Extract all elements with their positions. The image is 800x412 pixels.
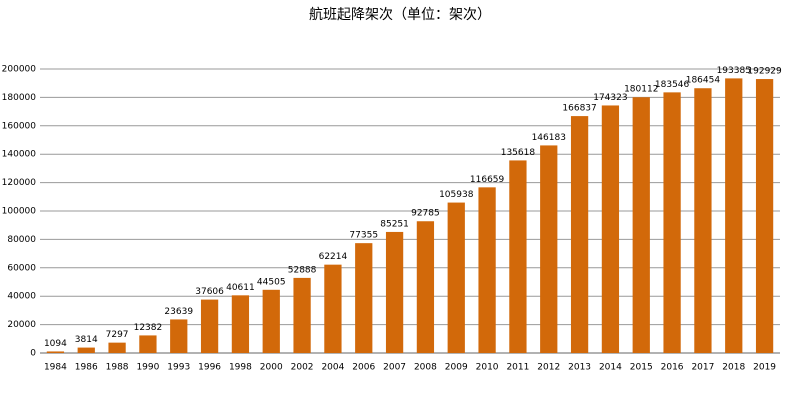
value-label: 146183 xyxy=(532,133,566,143)
x-tick-label: 1988 xyxy=(106,363,129,373)
value-label: 193385 xyxy=(717,66,751,76)
y-tick-label: 160000 xyxy=(2,121,37,131)
bar xyxy=(293,277,311,353)
bar xyxy=(324,264,342,353)
x-tick-label: 2006 xyxy=(352,363,375,373)
x-tick-label: 2013 xyxy=(568,363,591,373)
bar xyxy=(694,88,712,353)
value-label: 105938 xyxy=(439,190,474,200)
x-tick-label: 1993 xyxy=(167,363,190,373)
y-tick-label: 80000 xyxy=(7,235,36,245)
y-tick-label: 200000 xyxy=(2,65,37,75)
value-label: 12382 xyxy=(134,323,163,333)
x-tick-label: 2011 xyxy=(506,363,529,373)
value-label: 85251 xyxy=(380,219,409,229)
x-tick-label: 2016 xyxy=(661,363,684,373)
x-tick-label: 2007 xyxy=(383,363,406,373)
bar xyxy=(478,187,496,353)
y-tick-label: 0 xyxy=(30,349,36,359)
x-tick-label: 2019 xyxy=(753,363,776,373)
y-tick-label: 120000 xyxy=(2,178,37,188)
bar xyxy=(601,105,620,354)
value-label: 44505 xyxy=(257,277,286,287)
value-label: 3814 xyxy=(75,335,98,345)
value-label: 1094 xyxy=(44,339,67,349)
value-label: 116659 xyxy=(470,175,505,185)
bar xyxy=(262,289,280,353)
value-label: 62214 xyxy=(319,252,348,262)
x-tick-label: 2004 xyxy=(321,363,344,373)
value-label: 183546 xyxy=(655,80,690,90)
y-tick-label: 40000 xyxy=(7,292,36,302)
value-label: 77355 xyxy=(349,231,378,241)
bar xyxy=(416,221,435,353)
x-tick-label: 1990 xyxy=(136,363,159,373)
x-tick-label: 2008 xyxy=(414,363,437,373)
bar xyxy=(139,335,157,353)
x-tick-label: 2000 xyxy=(260,363,283,373)
x-tick-label: 2017 xyxy=(691,363,714,373)
value-label: 23639 xyxy=(164,307,193,317)
bar xyxy=(632,97,650,353)
bar xyxy=(46,351,65,353)
bar xyxy=(447,202,465,353)
bar xyxy=(385,231,404,353)
x-tick-label: 2015 xyxy=(630,363,653,373)
y-tick-label: 60000 xyxy=(7,263,36,273)
value-label: 186454 xyxy=(686,76,721,86)
bar xyxy=(663,92,681,353)
x-tick-label: 2012 xyxy=(537,363,560,373)
bar xyxy=(170,319,188,353)
value-label: 92785 xyxy=(411,209,440,219)
bar xyxy=(355,243,373,353)
bar xyxy=(725,78,743,353)
x-tick-label: 2018 xyxy=(722,363,745,373)
x-tick-label: 1996 xyxy=(198,363,221,373)
y-tick-label: 100000 xyxy=(2,207,37,217)
bar xyxy=(77,347,95,353)
x-tick-label: 1998 xyxy=(229,363,252,373)
bar xyxy=(200,299,219,353)
value-label: 135618 xyxy=(501,148,536,158)
value-label: 40611 xyxy=(226,283,255,293)
bar xyxy=(570,116,589,353)
bar xyxy=(509,160,527,353)
value-label: 192929 xyxy=(747,67,782,77)
y-tick-label: 180000 xyxy=(2,93,37,103)
x-tick-label: 2009 xyxy=(445,363,468,373)
value-label: 180112 xyxy=(624,85,658,95)
bar xyxy=(231,295,250,353)
value-label: 7297 xyxy=(106,330,129,340)
x-tick-label: 2010 xyxy=(476,363,499,373)
value-label: 174323 xyxy=(593,93,627,103)
value-label: 37606 xyxy=(195,287,224,297)
y-tick-label: 20000 xyxy=(7,320,36,330)
bar xyxy=(540,145,558,353)
value-label: 166837 xyxy=(562,104,596,114)
y-tick-label: 140000 xyxy=(2,150,37,160)
value-label: 52888 xyxy=(288,265,317,275)
bar xyxy=(108,342,126,353)
bar xyxy=(755,79,774,353)
x-tick-label: 2002 xyxy=(291,363,314,373)
x-tick-label: 1984 xyxy=(44,363,67,373)
x-tick-label: 2014 xyxy=(599,363,622,373)
x-tick-label: 1986 xyxy=(75,363,98,373)
chart-title: 航班起降架次（单位：架次） xyxy=(309,7,491,23)
